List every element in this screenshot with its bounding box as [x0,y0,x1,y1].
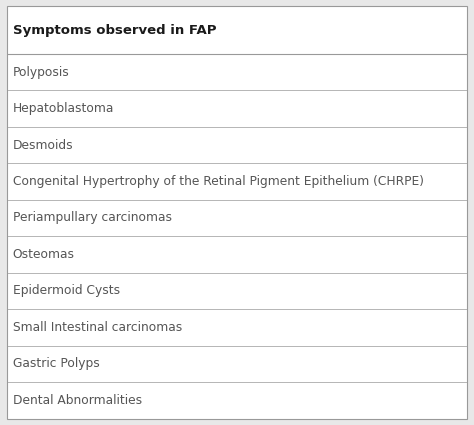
Text: Small Intestinal carcinomas: Small Intestinal carcinomas [13,321,182,334]
Text: Hepatoblastoma: Hepatoblastoma [13,102,114,115]
Text: Polyposis: Polyposis [13,65,70,79]
Text: Epidermoid Cysts: Epidermoid Cysts [13,284,120,297]
Text: Desmoids: Desmoids [13,139,73,151]
Text: Periampullary carcinomas: Periampullary carcinomas [13,212,172,224]
FancyBboxPatch shape [7,6,467,419]
Text: Gastric Polyps: Gastric Polyps [13,357,100,371]
Text: Congenital Hypertrophy of the Retinal Pigment Epithelium (CHRPE): Congenital Hypertrophy of the Retinal Pi… [13,175,424,188]
Text: Osteomas: Osteomas [13,248,75,261]
Text: Symptoms observed in FAP: Symptoms observed in FAP [13,24,216,37]
Text: Dental Abnormalities: Dental Abnormalities [13,394,142,407]
